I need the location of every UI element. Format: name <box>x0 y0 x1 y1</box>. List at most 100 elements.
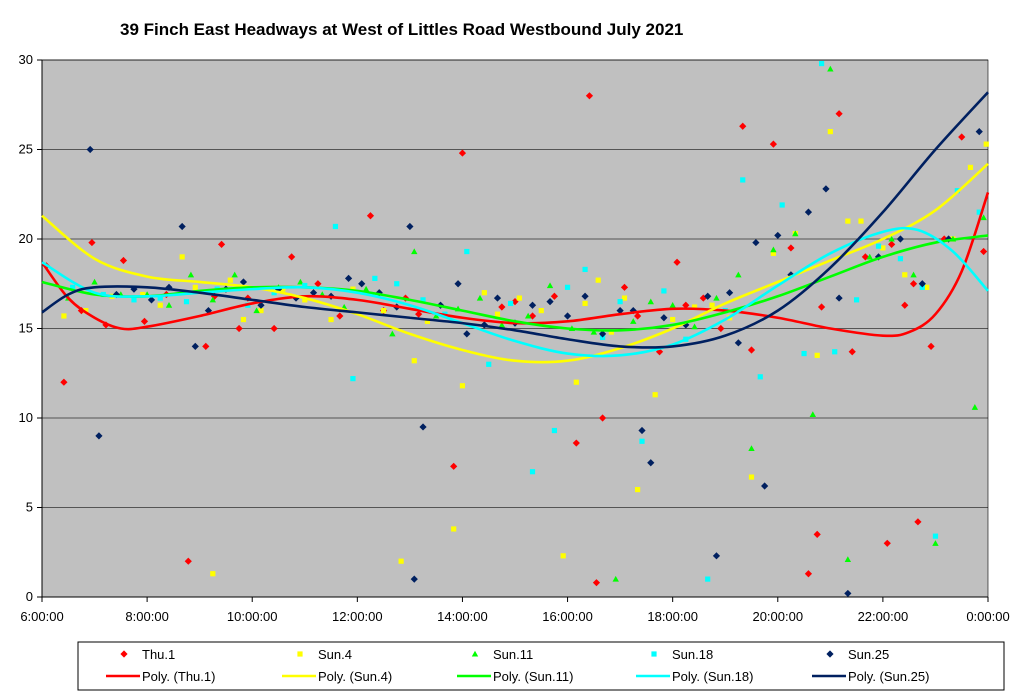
data-point-sun-4 <box>157 302 163 308</box>
data-point-sun-25 <box>493 294 502 302</box>
data-point-sun-25 <box>178 222 186 231</box>
data-point-thu-1 <box>747 346 756 354</box>
data-point-thu-1 <box>498 303 506 311</box>
legend-marker-sun-18 <box>651 651 657 657</box>
data-point-thu-1 <box>927 342 935 350</box>
data-point-thu-1 <box>270 324 278 333</box>
data-point-sun-11 <box>669 302 676 308</box>
data-point-sun-11 <box>910 271 917 278</box>
data-point-sun-4 <box>595 277 601 283</box>
y-tick-label: 25 <box>19 142 33 157</box>
data-point-sun-4 <box>280 286 286 292</box>
data-point-thu-1 <box>901 301 909 309</box>
legend-marker-sun-11 <box>471 650 479 657</box>
data-point-sun-25 <box>774 231 782 240</box>
data-point-thu-1 <box>861 253 869 261</box>
data-point-sun-11 <box>713 294 720 301</box>
data-point-thu-1 <box>572 439 580 447</box>
data-point-thu-1 <box>458 149 467 157</box>
data-point-sun-25 <box>344 274 353 282</box>
data-point-sun-18 <box>332 223 339 230</box>
data-point-sun-4 <box>652 392 658 398</box>
data-point-sun-18 <box>705 576 711 582</box>
data-point-thu-1 <box>980 247 988 256</box>
data-point-thu-1 <box>739 122 747 130</box>
data-point-sun-18 <box>464 248 470 255</box>
data-point-thu-1 <box>914 518 922 526</box>
data-point-sun-11 <box>165 302 173 308</box>
data-point-sun-25 <box>638 426 646 435</box>
x-tick-label: 20:00:00 <box>752 609 803 624</box>
y-tick-label: 5 <box>26 500 33 515</box>
data-point-sun-11 <box>590 328 598 335</box>
data-point-sun-18 <box>740 177 746 183</box>
data-point-sun-25 <box>761 482 769 490</box>
data-point-sun-4 <box>902 272 908 278</box>
data-point-sun-25 <box>406 222 414 231</box>
y-tick-label: 15 <box>19 321 33 336</box>
data-point-sun-4 <box>582 300 588 307</box>
x-tick-label: 6:00:00 <box>20 609 63 624</box>
x-tick-label: 12:00:00 <box>332 609 383 624</box>
data-point-sun-25 <box>112 290 121 299</box>
data-point-thu-1 <box>140 317 149 325</box>
data-point-sun-18 <box>875 243 882 249</box>
data-point-thu-1 <box>634 312 642 320</box>
data-point-sun-4 <box>924 284 930 290</box>
data-point-sun-25 <box>86 145 94 154</box>
data-point-sun-4 <box>240 316 247 323</box>
data-point-sun-4 <box>845 218 851 224</box>
data-point-sun-25 <box>581 292 589 300</box>
data-point-sun-4 <box>748 474 755 480</box>
data-point-sun-4 <box>560 553 566 559</box>
x-tick-label: 10:00:00 <box>227 609 278 624</box>
data-point-thu-1 <box>673 258 681 266</box>
data-point-sun-4 <box>398 558 404 564</box>
legend-label-sun-18: Sun.18 <box>672 647 713 662</box>
x-tick-label: 16:00:00 <box>542 609 593 624</box>
data-point-sun-4 <box>227 277 233 283</box>
data-point-sun-4 <box>258 308 264 314</box>
data-point-sun-4 <box>459 383 466 389</box>
legend-label-poly-sun-4-: Poly. (Sun.4) <box>318 669 392 684</box>
trendline-poly-sun-11- <box>41 234 989 332</box>
data-point-thu-1 <box>184 557 192 565</box>
data-point-sun-4 <box>481 290 487 296</box>
data-point-sun-11 <box>476 294 484 301</box>
data-point-sun-25 <box>704 292 712 300</box>
data-point-thu-1 <box>817 303 826 311</box>
data-point-sun-25 <box>629 307 637 315</box>
data-point-sun-4 <box>302 297 308 303</box>
data-point-sun-18 <box>757 374 763 380</box>
data-point-sun-25 <box>975 128 983 136</box>
data-point-sun-11 <box>809 411 817 417</box>
data-point-sun-25 <box>660 314 668 322</box>
data-point-sun-18 <box>551 427 558 434</box>
data-point-sun-18 <box>372 275 378 281</box>
data-point-sun-25 <box>95 432 103 440</box>
legend-label-poly-thu-1-: Poly. (Thu.1) <box>142 669 215 684</box>
data-point-sun-18 <box>420 297 426 303</box>
data-point-sun-25 <box>309 289 318 297</box>
data-point-sun-11 <box>844 556 852 562</box>
data-point-sun-11 <box>411 248 418 255</box>
data-point-sun-18 <box>70 284 76 290</box>
data-point-sun-11 <box>297 278 304 285</box>
plot-border <box>41 59 989 598</box>
data-point-thu-1 <box>813 530 821 538</box>
data-point-thu-1 <box>528 312 537 320</box>
data-point-sun-4 <box>691 304 698 310</box>
data-point-sun-11 <box>630 318 637 324</box>
y-tick-label: 30 <box>19 52 33 67</box>
legend-label-poly-sun-18-: Poly. (Sun.18) <box>672 669 753 684</box>
data-point-sun-4 <box>140 291 146 298</box>
data-point-sun-11 <box>546 282 554 289</box>
data-point-sun-11 <box>209 296 217 303</box>
data-point-thu-1 <box>450 462 458 470</box>
data-point-sun-11 <box>792 230 799 237</box>
data-point-sun-25 <box>844 589 852 598</box>
data-point-sun-4 <box>83 308 89 314</box>
data-point-sun-11 <box>735 271 742 278</box>
x-tick-label: 0:00:00 <box>966 609 1009 624</box>
data-point-sun-11 <box>231 271 238 278</box>
